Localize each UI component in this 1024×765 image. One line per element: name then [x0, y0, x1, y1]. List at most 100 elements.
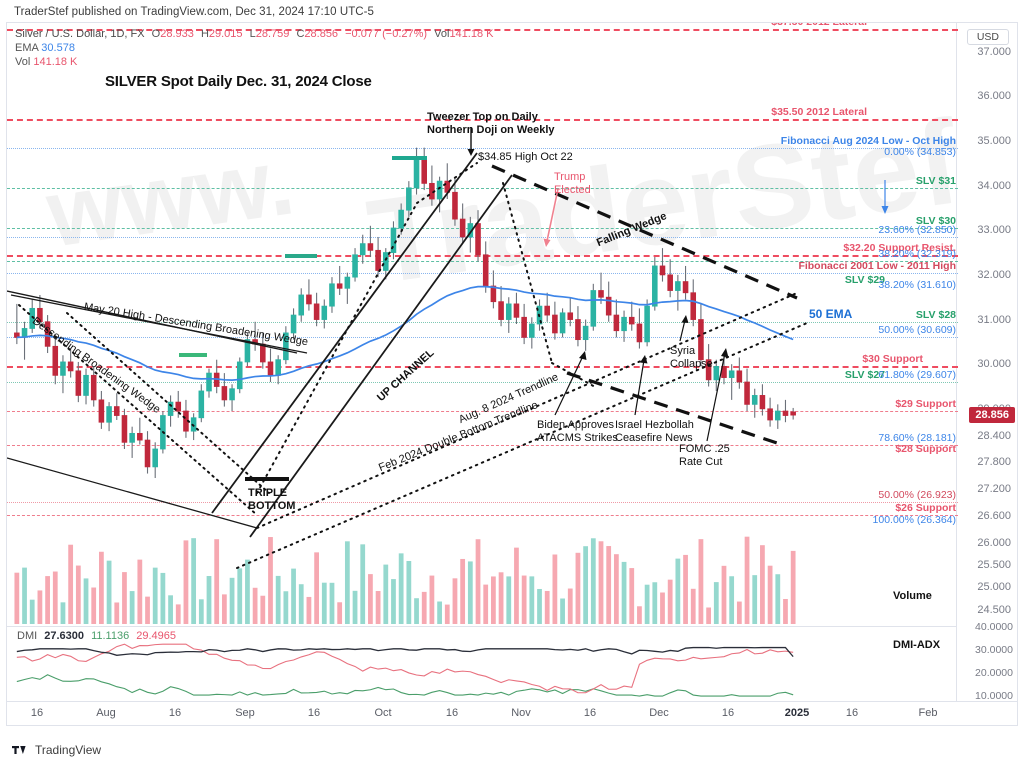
price-pane[interactable]: www. TraderStef $37.50 2012 Lateral$35.5…: [7, 23, 958, 625]
time-axis-tick: 16: [30, 707, 44, 719]
level-label: $32.20 Support Resist.: [843, 241, 956, 254]
level-label: $28 Support: [895, 442, 956, 455]
annotation-tweezer: Tweezer Top on Daily Northern Doji on We…: [427, 111, 555, 136]
level-label: $37.50 2012 Lateral: [7, 23, 869, 28]
legend-change: −0.077 (−0.27%): [345, 28, 428, 40]
price-axis-tick: 37.000: [977, 45, 1011, 58]
time-axis-tick: 16: [445, 707, 459, 719]
legend-open-label: O: [151, 28, 161, 40]
legend-low: 28.759: [255, 28, 290, 40]
level-line: [7, 336, 958, 338]
annotation-israel: Israel Hezbollah Ceasefire News: [615, 419, 694, 444]
price-axis-tick: 28.400: [977, 429, 1011, 442]
dmi-minus-value: 29.4965: [136, 630, 177, 642]
level-line: [7, 118, 958, 121]
legend-vol-row-label: Vol: [15, 56, 31, 68]
price-axis-tick: 24.500: [977, 603, 1011, 616]
level-label: $30 Support: [862, 353, 923, 366]
price-axis-tick: 34.000: [977, 179, 1011, 192]
level-label: 61.80% (29.607): [878, 368, 956, 381]
legend-low-label: L: [249, 28, 256, 40]
level-label: 0.00% (34.853): [884, 145, 956, 158]
price-axis-tick: 27.800: [977, 456, 1011, 469]
time-axis-tick: Aug: [96, 707, 116, 719]
annotation-fomc: FOMC .25 Rate Cut: [679, 443, 730, 468]
dmi-plus-value: 11.1136: [91, 630, 130, 642]
level-label: 38.20% (32.319): [878, 247, 956, 260]
legend-open: 28.933: [160, 28, 194, 40]
tradingview-wordmark: TradingView: [35, 743, 102, 757]
annotation-trump: Trump Elected: [554, 171, 591, 196]
legend-symbol[interactable]: Silver / U.S. Dollar, 1D, FX: [15, 28, 145, 40]
level-label: $29 Support: [895, 398, 956, 411]
chart-frame: www. TraderStef $37.50 2012 Lateral$35.5…: [6, 22, 1018, 726]
price-axis-tick: 25.000: [977, 581, 1011, 594]
legend-vol-row[interactable]: Vol 141.18 K: [15, 55, 493, 69]
page-title: SILVER Spot Daily Dec. 31, 2024 Close: [105, 73, 372, 90]
legend-close-label: C: [296, 28, 305, 40]
level-label: $26 Support: [895, 502, 956, 515]
price-axis-tick: 26.600: [977, 509, 1011, 522]
time-axis-tick: Dec: [649, 707, 669, 719]
axis-currency-badge: USD: [966, 29, 1009, 45]
level-label: 100.00% (26.364): [872, 513, 956, 526]
annotation-50ema: 50 EMA: [809, 307, 853, 321]
level-label: SLV $31: [915, 174, 956, 187]
time-axis-tick: 16: [845, 707, 859, 719]
legend-vol-label: Vol: [434, 28, 450, 40]
level-label: SLV $29: [844, 274, 885, 287]
time-axis-tick: 16: [168, 707, 182, 719]
price-axis-tick: 35.000: [977, 134, 1011, 147]
level-label: SLV $28: [915, 308, 956, 321]
time-axis-tick: Sep: [235, 707, 255, 719]
time-axis-tick: 16: [721, 707, 735, 719]
dmi-adx-pane[interactable]: DMI 27.6300 11.1136 29.4965 DMI-ADX: [7, 626, 958, 702]
dmi-axis-tick: 20.0000: [975, 667, 1013, 680]
level-label: Fibonacci 2001 Low - 2011 High: [798, 259, 956, 272]
level-line: [7, 147, 958, 149]
level-line: [7, 381, 958, 383]
price-axis-tick: 30.000: [977, 358, 1011, 371]
dmi-adx-value: 27.6300: [44, 630, 84, 642]
volume-pane-label: Volume: [893, 590, 932, 602]
current-price-badge: 28.856: [969, 407, 1015, 424]
annotation-high-oct: $34.85 High Oct 22: [478, 151, 573, 163]
legend-vol-row-value: 141.18 K: [33, 56, 78, 68]
level-label: 50.00% (26.923): [878, 488, 956, 501]
time-axis-tick: Feb: [918, 707, 938, 719]
price-axis-tick: 36.000: [977, 90, 1011, 103]
legend-ema-value: 30.578: [41, 42, 75, 54]
legend-ohlc-row: Silver / U.S. Dollar, 1D, FX O28.933 H29…: [15, 27, 493, 41]
time-axis-tick: 16: [583, 707, 597, 719]
level-line: [7, 187, 958, 189]
price-axis-tick: 25.500: [977, 559, 1011, 572]
price-axis-tick: 32.000: [977, 268, 1011, 281]
time-axis-tick: 16: [307, 707, 321, 719]
time-axis[interactable]: 16 Aug 16 Sep 16 Oct 16 Nov 16 Dec 16 2025 16 Feb: [7, 701, 1017, 725]
legend-high: 29.015: [208, 28, 243, 40]
level-label: 50.00% (30.609): [878, 323, 956, 336]
price-axis-tick: 33.000: [977, 224, 1011, 237]
level-label: 23.60% (32.850): [878, 223, 956, 236]
level-line: [7, 236, 958, 238]
tradingview-footer[interactable]: TradingView: [12, 743, 101, 757]
level-label: Fibonacci Aug 2024 Low - Oct High: [780, 134, 956, 147]
price-axis[interactable]: USD 37.000 36.000 35.000 34.000 33.000 32.000…: [956, 23, 1017, 702]
legend-volume: 141.18 K: [449, 28, 494, 40]
level-label: 38.20% (31.610): [878, 279, 956, 292]
legend-ema-row[interactable]: EMA 30.578: [15, 41, 493, 55]
price-axis-tick: 31.000: [977, 313, 1011, 326]
level-line: [7, 29, 958, 32]
annotation-biden: Biden Approves ATACMS Strikes: [537, 419, 618, 444]
time-axis-tick: Oct: [374, 707, 392, 719]
level-label: SLV $30: [915, 215, 956, 228]
chart-legend: Silver / U.S. Dollar, 1D, FX O28.933 H29…: [15, 27, 493, 69]
dmi-series: [7, 643, 958, 702]
dmi-axis-tick: 40.0000: [975, 621, 1013, 633]
dmi-label: DMI: [17, 630, 38, 642]
tradingview-logo-icon: [12, 744, 30, 756]
dmi-axis-tick: 10.0000: [975, 690, 1013, 703]
price-axis-tick: 27.200: [977, 483, 1011, 496]
publisher-line: TraderStef published on TradingView.com,…: [14, 6, 374, 18]
time-axis-tick: Nov: [511, 707, 531, 719]
